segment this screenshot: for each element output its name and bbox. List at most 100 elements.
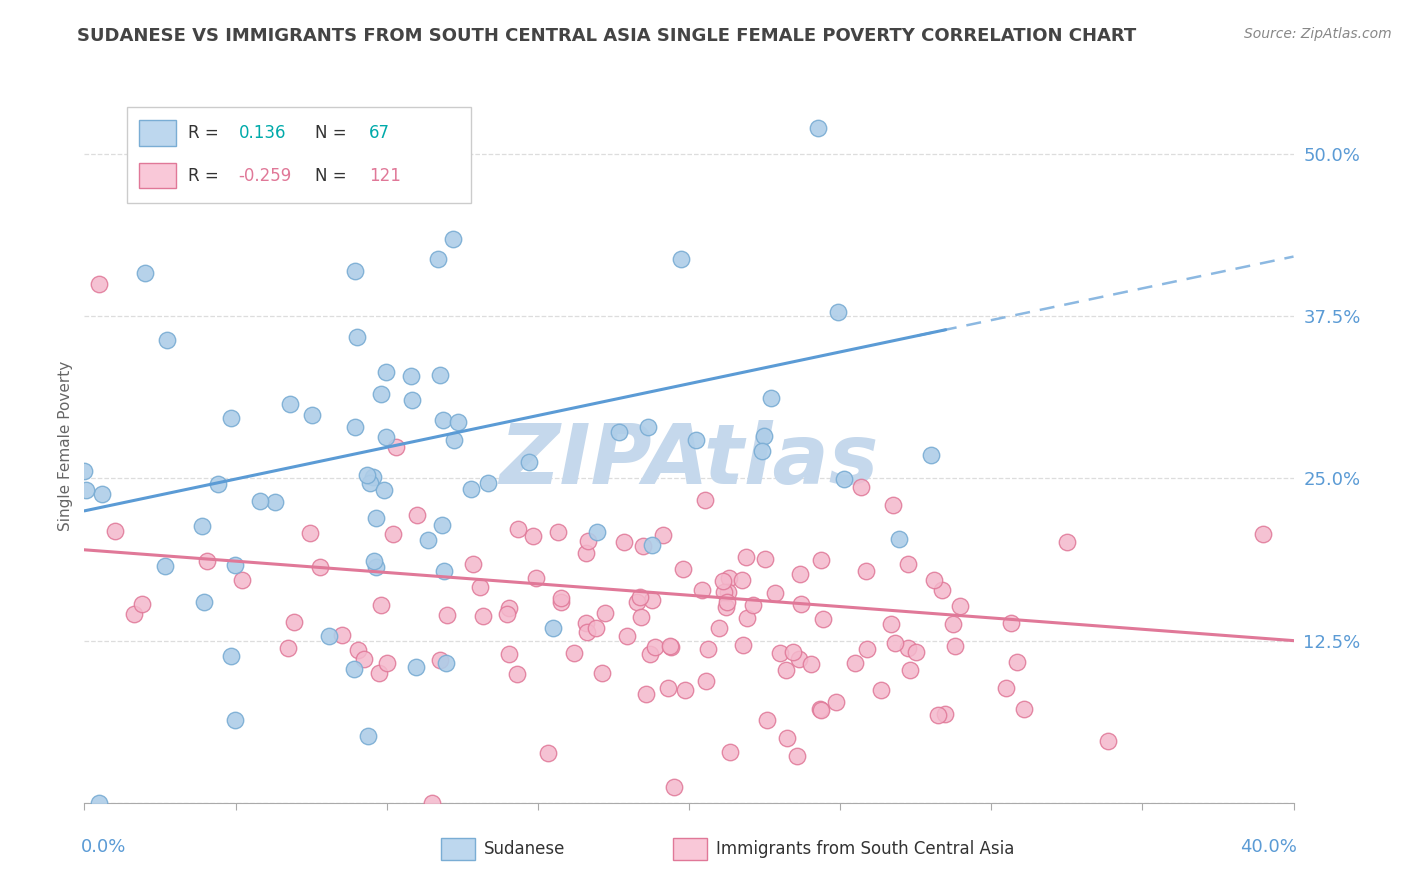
- Point: [827, 305, 849, 319]
- Point: [356, 467, 378, 482]
- Point: [716, 595, 738, 609]
- Point: [75, 483, 97, 497]
- Point: [436, 608, 458, 623]
- Point: [870, 683, 893, 698]
- Point: [537, 746, 560, 760]
- Point: [659, 640, 682, 654]
- Point: [697, 641, 720, 656]
- Point: [122, 607, 145, 621]
- Point: [769, 646, 792, 660]
- Point: [806, 121, 828, 136]
- Text: SUDANESE VS IMMIGRANTS FROM SOUTH CENTRAL ASIA SINGLE FEMALE POVERTY CORRELATION: SUDANESE VS IMMIGRANTS FROM SOUTH CENTRA…: [77, 27, 1136, 45]
- Point: [90, 487, 112, 501]
- Point: [434, 656, 457, 670]
- Point: [254, 179, 277, 194]
- Point: [370, 387, 392, 401]
- Point: [754, 429, 776, 443]
- Point: [1014, 702, 1036, 716]
- Point: [346, 643, 368, 657]
- Point: [249, 493, 271, 508]
- Point: [193, 595, 215, 609]
- Point: [943, 639, 966, 653]
- Point: [657, 681, 679, 696]
- Point: [498, 601, 520, 615]
- Text: R =: R =: [188, 167, 224, 185]
- Point: [855, 565, 877, 579]
- Point: [366, 511, 388, 525]
- Point: [430, 518, 453, 533]
- Point: [756, 714, 779, 728]
- Point: [344, 264, 367, 278]
- Text: Immigrants from South Central Asia: Immigrants from South Central Asia: [716, 840, 1014, 858]
- Point: [849, 480, 872, 494]
- Text: N =: N =: [315, 124, 352, 142]
- Point: [562, 646, 585, 660]
- Point: [498, 648, 520, 662]
- Point: [496, 607, 519, 621]
- Point: [195, 554, 218, 568]
- Point: [346, 329, 368, 343]
- Point: [898, 663, 921, 677]
- Point: [669, 252, 692, 266]
- Point: [309, 559, 332, 574]
- Point: [1056, 535, 1078, 549]
- Point: [586, 525, 609, 540]
- Text: N =: N =: [315, 167, 352, 185]
- Text: R =: R =: [188, 124, 224, 142]
- Point: [832, 472, 855, 486]
- Point: [693, 493, 716, 508]
- Point: [882, 498, 904, 512]
- Point: [731, 573, 754, 587]
- Point: [447, 415, 470, 429]
- Point: [751, 443, 773, 458]
- Point: [810, 703, 832, 717]
- Text: 0.0%: 0.0%: [80, 838, 127, 856]
- Point: [506, 666, 529, 681]
- Point: [897, 641, 920, 656]
- Text: 67: 67: [370, 124, 391, 142]
- Point: [576, 534, 599, 549]
- Text: -0.259: -0.259: [239, 167, 292, 185]
- Point: [711, 574, 734, 588]
- Point: [361, 470, 384, 484]
- Point: [443, 433, 465, 447]
- Point: [374, 365, 396, 379]
- Point: [575, 615, 598, 630]
- Point: [370, 598, 392, 612]
- Point: [550, 595, 572, 609]
- Point: [359, 476, 381, 491]
- Point: [420, 796, 443, 810]
- Point: [343, 662, 366, 676]
- Point: [477, 475, 499, 490]
- Point: [146, 149, 169, 163]
- Point: [382, 527, 405, 541]
- Point: [134, 266, 156, 280]
- Point: [628, 590, 651, 604]
- Point: [658, 639, 681, 653]
- Point: [942, 617, 965, 632]
- Point: [155, 558, 177, 573]
- Point: [131, 597, 153, 611]
- Point: [468, 580, 491, 594]
- Point: [190, 519, 212, 533]
- Point: [949, 599, 972, 614]
- Point: [714, 599, 737, 614]
- Point: [318, 629, 340, 643]
- Point: [763, 586, 786, 600]
- Point: [994, 681, 1017, 696]
- Point: [283, 615, 305, 629]
- Point: [575, 546, 598, 560]
- Point: [671, 562, 693, 576]
- Point: [433, 565, 456, 579]
- Point: [626, 595, 648, 609]
- Point: [640, 538, 662, 552]
- Text: Sudanese: Sudanese: [484, 840, 565, 858]
- Point: [357, 730, 380, 744]
- Point: [737, 611, 759, 625]
- Point: [922, 574, 945, 588]
- Point: [401, 393, 423, 408]
- Point: [880, 616, 903, 631]
- Y-axis label: Single Female Poverty: Single Female Poverty: [58, 361, 73, 531]
- Point: [776, 731, 799, 746]
- Point: [761, 391, 783, 405]
